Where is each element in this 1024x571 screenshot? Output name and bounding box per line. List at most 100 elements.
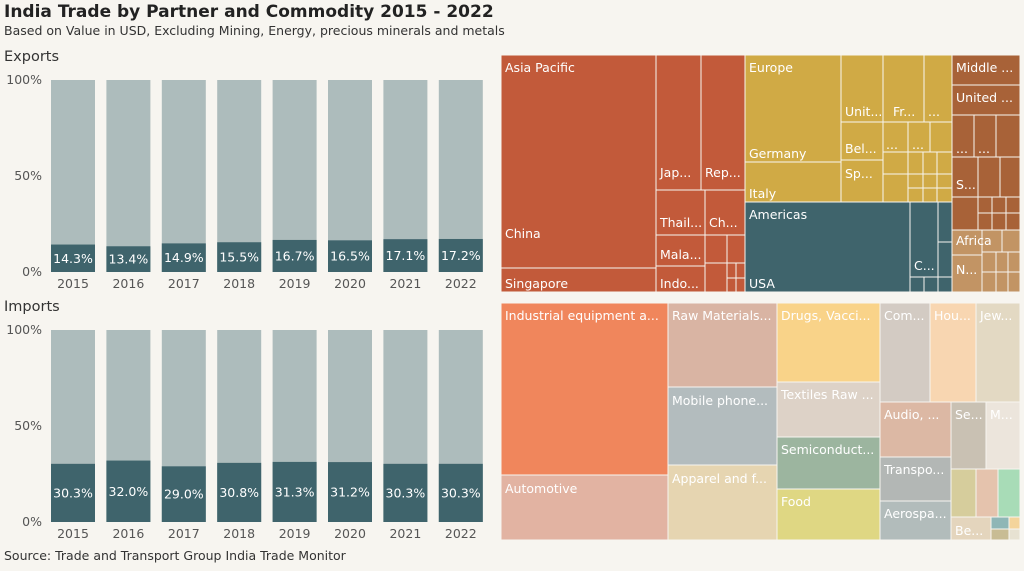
tm-label-food: Food bbox=[781, 494, 811, 509]
imports-bar-share bbox=[217, 462, 262, 522]
imports-xtick-label: 2020 bbox=[334, 526, 366, 541]
tm-label-saudi: S... bbox=[956, 177, 976, 192]
tm-label-transport: Transpo... bbox=[883, 462, 944, 477]
tm-label-germany: Germany bbox=[749, 146, 807, 161]
tm-label-textiles-raw: Textiles Raw ... bbox=[780, 387, 874, 402]
exports-ytick-label: 100% bbox=[6, 72, 42, 87]
exports-bar-chart: 100% 50% 0% 14.3% 2015 13.4% 2016 14.9% 2017 15.5… bbox=[6, 72, 483, 291]
imports-ytick-label: 100% bbox=[6, 322, 42, 337]
tm-label-m: M... bbox=[990, 407, 1013, 422]
tm-drugs bbox=[776, 302, 881, 383]
exports-bar-share bbox=[383, 239, 428, 272]
tm-audio bbox=[879, 401, 952, 458]
tm-label-europe-other: ... bbox=[928, 104, 940, 119]
tm-saudi bbox=[951, 156, 979, 198]
exports-bar-share bbox=[161, 243, 206, 272]
exports-section-title: Exports bbox=[4, 49, 60, 65]
tm-label-nigeria: N... bbox=[956, 262, 977, 277]
exports-ytick-label: 50% bbox=[14, 168, 42, 183]
tm-label-europe: Europe bbox=[749, 60, 793, 75]
imports-data-label: 31.2% bbox=[330, 485, 370, 500]
imports-bar-share bbox=[51, 463, 95, 522]
exports-xtick-label: 2015 bbox=[57, 276, 89, 291]
imports-xtick-label: 2016 bbox=[112, 526, 144, 541]
imports-xtick-label: 2018 bbox=[223, 526, 255, 541]
tm-label-canada: C... bbox=[914, 258, 935, 273]
exports-bar-share bbox=[106, 246, 151, 272]
tm-label-spain: Sp... bbox=[845, 166, 873, 181]
exports-bar-share bbox=[217, 242, 262, 272]
tm-nigeria bbox=[951, 254, 983, 293]
tm-label-raw-materials: Raw Materials... bbox=[672, 308, 771, 323]
imports-data-label: 30.3% bbox=[53, 485, 93, 500]
imports-data-label: 30.3% bbox=[441, 485, 481, 500]
tm-label-apparel: Apparel and f... bbox=[672, 471, 767, 486]
imports-data-label: 30.8% bbox=[219, 485, 259, 500]
tm-label-household: Hou... bbox=[934, 308, 971, 323]
imports-xtick-label: 2015 bbox=[57, 526, 89, 541]
chart-subtitle: Based on Value in USD, Excluding Mining,… bbox=[4, 23, 505, 38]
tm-belgium bbox=[840, 121, 884, 161]
tm-label-be: Be... bbox=[955, 523, 983, 538]
tm-aerospace bbox=[879, 500, 952, 541]
exports-bar-total bbox=[217, 80, 262, 272]
imports-data-label: 31.3% bbox=[275, 484, 315, 499]
tm-japan bbox=[655, 54, 702, 191]
imports-xtick-label: 2017 bbox=[168, 526, 200, 541]
imports-bar-share bbox=[272, 461, 317, 522]
tm-textiles-raw bbox=[776, 381, 881, 438]
tm-label-automotive: Automotive bbox=[505, 481, 578, 496]
tm-label-semiconductors: Semiconduct... bbox=[781, 442, 874, 457]
tm-label-drugs: Drugs, Vacci... bbox=[781, 308, 870, 323]
exports-ytick-label: 0% bbox=[22, 264, 42, 279]
imports-ytick-label: 50% bbox=[14, 418, 42, 433]
exports-data-label: 14.3% bbox=[53, 251, 93, 266]
tm-raw-materials bbox=[667, 302, 778, 388]
tm-label-aerospace: Aerospa... bbox=[884, 506, 947, 521]
exports-data-label: 15.5% bbox=[219, 250, 259, 265]
tm-thailand bbox=[655, 189, 706, 236]
commodity-treemap-labels: Industrial equipment a... Automotive Raw… bbox=[505, 308, 1013, 538]
imports-data-label: 30.3% bbox=[386, 485, 426, 500]
tm-label-singapore: Singapore bbox=[505, 276, 568, 291]
tm-label-malaysia: Mala... bbox=[660, 247, 702, 262]
tm-food bbox=[776, 488, 881, 541]
tm-uae bbox=[951, 84, 1021, 116]
chart-title: India Trade by Partner and Commodity 201… bbox=[4, 2, 494, 22]
imports-bar-share bbox=[438, 463, 483, 522]
exports-bar-total bbox=[51, 80, 95, 272]
exports-data-label: 14.9% bbox=[164, 250, 204, 265]
tm-apparel bbox=[667, 464, 778, 541]
source-note: Source: Trade and Transport Group India … bbox=[4, 548, 346, 563]
exports-xtick-label: 2021 bbox=[389, 276, 421, 291]
imports-xtick-label: 2019 bbox=[279, 526, 311, 541]
tm-usa bbox=[744, 201, 911, 293]
imports-bar-share bbox=[106, 460, 151, 522]
tm-malaysia bbox=[655, 234, 706, 267]
commodity-treemap bbox=[500, 302, 1021, 541]
tm-label-usa: USA bbox=[749, 276, 775, 291]
tm-label-jewellery: Jew... bbox=[979, 308, 1012, 323]
tm-label-me-small-2: ... bbox=[978, 141, 990, 156]
exports-data-label: 16.7% bbox=[275, 248, 315, 263]
tm-label-belgium: Bel... bbox=[845, 141, 877, 156]
tm-china bbox=[500, 54, 657, 293]
tm-label-italy: Italy bbox=[749, 186, 777, 201]
tm-label-korea: Rep... bbox=[705, 165, 741, 180]
imports-data-label: 29.0% bbox=[164, 487, 204, 502]
tm-label-middle-east: Middle ... bbox=[956, 60, 1013, 75]
exports-bar-share bbox=[51, 244, 95, 272]
tm-label-europe-small-1: ... bbox=[886, 137, 898, 152]
imports-bar-share bbox=[383, 463, 428, 522]
exports-data-label: 13.4% bbox=[109, 252, 149, 267]
imports-bar-chart: 100% 50% 0% 30.3% 2015 32.0% 2016 29.0% 2017 30.8… bbox=[6, 322, 483, 541]
imports-bar-share bbox=[161, 466, 206, 522]
tm-label-japan: Jap... bbox=[659, 165, 691, 180]
exports-xtick-label: 2017 bbox=[168, 276, 200, 291]
tm-label-uk: Unit... bbox=[845, 104, 882, 119]
tm-label-americas: Americas bbox=[749, 207, 807, 222]
imports-data-label: 32.0% bbox=[109, 484, 149, 499]
tm-label-europe-small-2: ... bbox=[912, 137, 924, 152]
exports-xtick-label: 2016 bbox=[112, 276, 144, 291]
tm-se bbox=[950, 401, 987, 470]
